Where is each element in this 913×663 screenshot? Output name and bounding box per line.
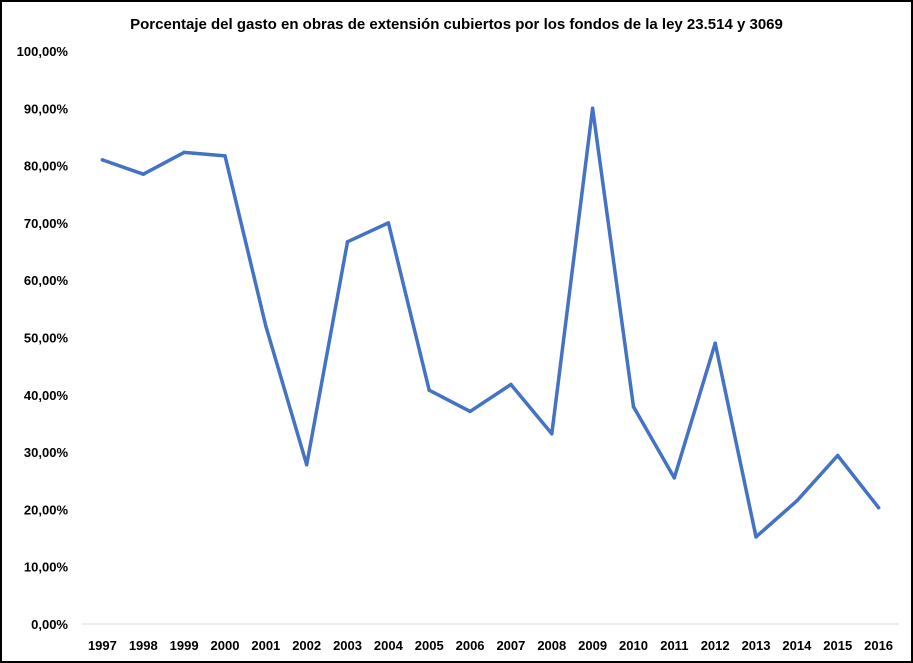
y-tick-label: 40,00% <box>24 388 69 403</box>
x-tick-label: 2005 <box>415 638 444 653</box>
x-tick-label: 1998 <box>129 638 158 653</box>
x-tick-label: 2003 <box>333 638 362 653</box>
x-tick-label: 1997 <box>88 638 117 653</box>
x-tick-label: 2010 <box>619 638 648 653</box>
x-tick-label: 2015 <box>823 638 852 653</box>
x-tick-label: 2009 <box>578 638 607 653</box>
data-point <box>304 462 309 467</box>
y-tick-label: 80,00% <box>24 159 69 174</box>
data-point <box>672 476 677 480</box>
data-point <box>835 453 840 458</box>
y-tick-label: 10,00% <box>24 560 69 575</box>
x-tick-label: 2001 <box>251 638 280 653</box>
data-point <box>264 324 268 328</box>
data-point <box>141 172 146 176</box>
x-tick-label: 2007 <box>496 638 525 653</box>
data-point <box>386 221 391 225</box>
x-tick-label: 2004 <box>374 638 404 653</box>
y-tick-label: 70,00% <box>24 216 69 231</box>
x-axis-ticks: 1997 1998 1999 2000 2001 2002 2003 2004 2005 2006… <box>88 638 893 653</box>
chart-title: Porcentaje del gasto en obras de extensi… <box>130 16 783 33</box>
x-tick-label: 2002 <box>292 638 321 653</box>
x-tick-label: 2013 <box>742 638 771 653</box>
x-tick-label: 2000 <box>211 638 240 653</box>
y-tick-label: 100,00% <box>17 44 69 59</box>
series-line <box>100 106 881 539</box>
y-tick-label: 50,00% <box>24 331 69 346</box>
x-tick-label: 2014 <box>782 638 812 653</box>
data-point <box>427 388 431 392</box>
x-tick-label: 2006 <box>456 638 485 653</box>
x-tick-label: 2012 <box>701 638 730 653</box>
data-point <box>345 240 350 244</box>
data-point <box>550 432 554 436</box>
data-point <box>631 405 636 409</box>
data-point <box>795 499 799 503</box>
data-point <box>876 505 881 510</box>
data-point <box>182 150 186 155</box>
series-group <box>100 106 881 539</box>
y-axis-ticks: 0,00% 10,00% 20,00% 30,00% 40,00% 50,00% 60,00… <box>17 44 69 632</box>
x-tick-label: 2011 <box>660 638 688 653</box>
data-point <box>590 106 595 111</box>
y-tick-label: 30,00% <box>24 445 69 460</box>
data-point <box>754 535 758 539</box>
data-point <box>509 382 513 387</box>
y-tick-label: 0,00% <box>31 617 68 632</box>
x-tick-label: 1999 <box>170 638 199 653</box>
data-point <box>713 341 717 345</box>
data-point <box>223 154 227 158</box>
y-tick-label: 20,00% <box>24 502 69 517</box>
x-tick-label: 2008 <box>537 638 566 653</box>
x-tick-label: 2016 <box>864 638 893 653</box>
y-tick-label: 90,00% <box>24 101 69 116</box>
data-point <box>100 158 105 162</box>
data-point <box>468 409 472 414</box>
y-tick-label: 60,00% <box>24 273 69 288</box>
